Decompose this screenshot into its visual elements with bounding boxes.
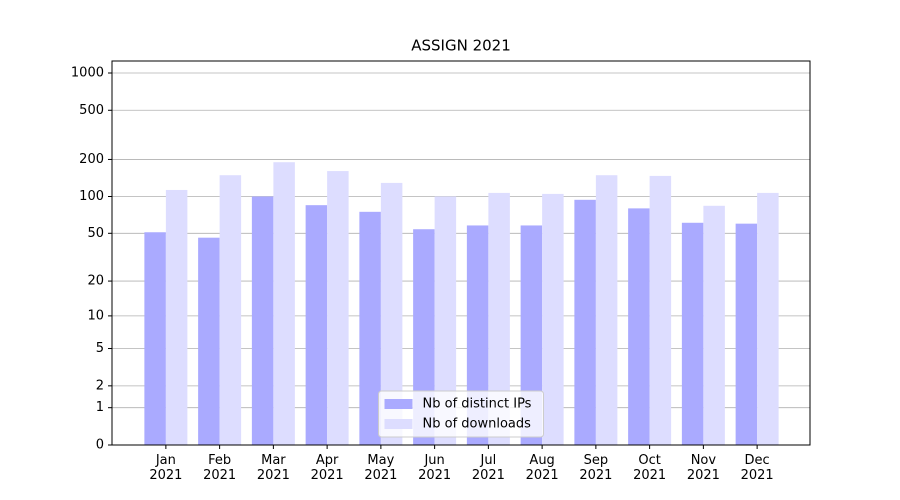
bar bbox=[520, 225, 543, 445]
y-tick-label: 1 bbox=[96, 400, 104, 415]
y-tick-label: 100 bbox=[79, 189, 104, 204]
bar bbox=[595, 175, 618, 445]
legend-label: Nb of distinct IPs bbox=[423, 397, 532, 412]
y-tick-label: 200 bbox=[79, 152, 104, 167]
bar bbox=[681, 222, 704, 445]
x-tick-label: Oct 2021 bbox=[633, 453, 667, 483]
bar bbox=[251, 196, 274, 445]
bar bbox=[305, 205, 328, 445]
bar bbox=[488, 192, 510, 445]
y-tick-label: 10 bbox=[87, 308, 104, 323]
bar bbox=[466, 225, 489, 445]
x-tick-label: Mar 2021 bbox=[256, 453, 290, 483]
x-tick-label: Nov 2021 bbox=[686, 453, 720, 483]
x-tick-label: Sep 2021 bbox=[579, 453, 613, 483]
bar bbox=[703, 205, 725, 445]
bar bbox=[757, 192, 779, 445]
legend-swatch bbox=[384, 399, 413, 409]
legend-swatch bbox=[384, 419, 413, 429]
x-tick-label: Jun 2021 bbox=[418, 453, 452, 483]
x-tick-label: Feb 2021 bbox=[203, 453, 237, 483]
legend-box bbox=[378, 390, 544, 438]
bar bbox=[327, 171, 349, 446]
bar bbox=[542, 193, 564, 445]
bar bbox=[165, 189, 188, 445]
plot-frame bbox=[111, 60, 811, 446]
bar bbox=[359, 211, 381, 445]
x-tick-label: Apr 2021 bbox=[310, 453, 344, 483]
bar bbox=[198, 237, 220, 445]
bar bbox=[574, 199, 596, 445]
bar bbox=[434, 196, 457, 445]
bar bbox=[380, 182, 403, 445]
bar bbox=[219, 175, 242, 445]
bar bbox=[273, 162, 295, 445]
y-tick-label: 2 bbox=[96, 378, 104, 393]
x-tick-label: Aug 2021 bbox=[525, 453, 559, 483]
y-tick-label: 20 bbox=[87, 274, 104, 289]
bar bbox=[144, 232, 166, 445]
x-tick-label: Jan 2021 bbox=[149, 453, 183, 483]
x-tick-label: Dec 2021 bbox=[740, 453, 774, 483]
y-tick-label: 0 bbox=[96, 438, 104, 453]
y-tick-label: 1000 bbox=[71, 66, 104, 81]
legend-label: Nb of downloads bbox=[423, 417, 532, 432]
bar bbox=[735, 223, 758, 445]
y-tick-label: 500 bbox=[79, 103, 104, 118]
x-tick-label: Jul 2021 bbox=[471, 453, 505, 483]
bar bbox=[649, 175, 672, 446]
y-tick-label: 5 bbox=[96, 341, 104, 356]
x-tick-label: May 2021 bbox=[364, 453, 398, 483]
y-tick-label: 50 bbox=[87, 226, 104, 241]
chart-title: ASSIGN 2021 bbox=[411, 37, 511, 55]
bar bbox=[628, 208, 650, 445]
